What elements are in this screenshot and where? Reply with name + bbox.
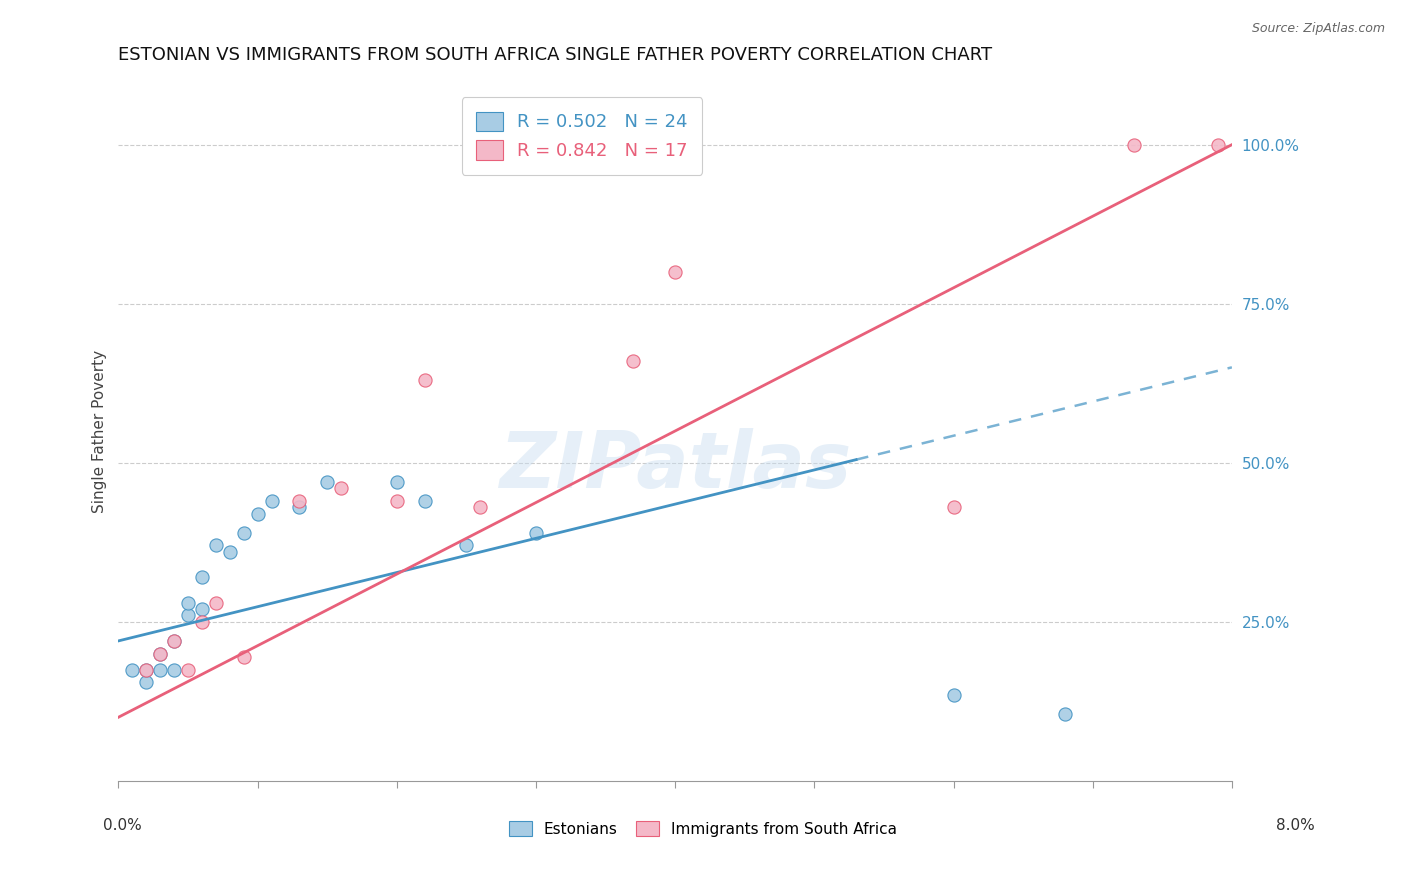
Text: 8.0%: 8.0% bbox=[1275, 818, 1315, 832]
Point bbox=[1123, 137, 1146, 152]
Point bbox=[288, 494, 311, 508]
Point bbox=[177, 608, 200, 623]
Point bbox=[232, 525, 254, 540]
Point bbox=[288, 500, 311, 515]
Point bbox=[942, 688, 965, 702]
Point bbox=[385, 494, 408, 508]
Legend: R = 0.502   N = 24, R = 0.842   N = 17: R = 0.502 N = 24, R = 0.842 N = 17 bbox=[461, 97, 703, 175]
Point bbox=[623, 354, 645, 368]
Point bbox=[385, 475, 408, 489]
Point bbox=[163, 633, 186, 648]
Y-axis label: Single Father Poverty: Single Father Poverty bbox=[93, 350, 107, 513]
Point bbox=[524, 525, 547, 540]
Point bbox=[205, 596, 228, 610]
Point bbox=[413, 494, 436, 508]
Point bbox=[121, 663, 143, 677]
Point bbox=[163, 663, 186, 677]
Point bbox=[1053, 707, 1076, 722]
Point bbox=[149, 663, 172, 677]
Text: ZIPatlas: ZIPatlas bbox=[499, 428, 851, 504]
Point bbox=[470, 500, 492, 515]
Legend: Estonians, Immigrants from South Africa: Estonians, Immigrants from South Africa bbox=[501, 813, 905, 844]
Text: Source: ZipAtlas.com: Source: ZipAtlas.com bbox=[1251, 22, 1385, 36]
Point bbox=[191, 570, 214, 584]
Point bbox=[260, 494, 283, 508]
Point bbox=[1206, 137, 1229, 152]
Point bbox=[413, 373, 436, 387]
Point bbox=[316, 475, 339, 489]
Point bbox=[135, 663, 157, 677]
Text: ESTONIAN VS IMMIGRANTS FROM SOUTH AFRICA SINGLE FATHER POVERTY CORRELATION CHART: ESTONIAN VS IMMIGRANTS FROM SOUTH AFRICA… bbox=[118, 46, 993, 64]
Point bbox=[218, 545, 240, 559]
Point bbox=[330, 481, 353, 495]
Point bbox=[246, 507, 269, 521]
Point bbox=[135, 663, 157, 677]
Point bbox=[191, 602, 214, 616]
Point bbox=[177, 596, 200, 610]
Point bbox=[664, 265, 686, 279]
Point bbox=[205, 539, 228, 553]
Point bbox=[942, 500, 965, 515]
Point bbox=[177, 663, 200, 677]
Point bbox=[191, 615, 214, 629]
Point bbox=[163, 633, 186, 648]
Point bbox=[232, 649, 254, 664]
Point bbox=[149, 647, 172, 661]
Point bbox=[456, 539, 478, 553]
Point bbox=[149, 647, 172, 661]
Point bbox=[135, 675, 157, 690]
Text: 0.0%: 0.0% bbox=[103, 818, 142, 832]
